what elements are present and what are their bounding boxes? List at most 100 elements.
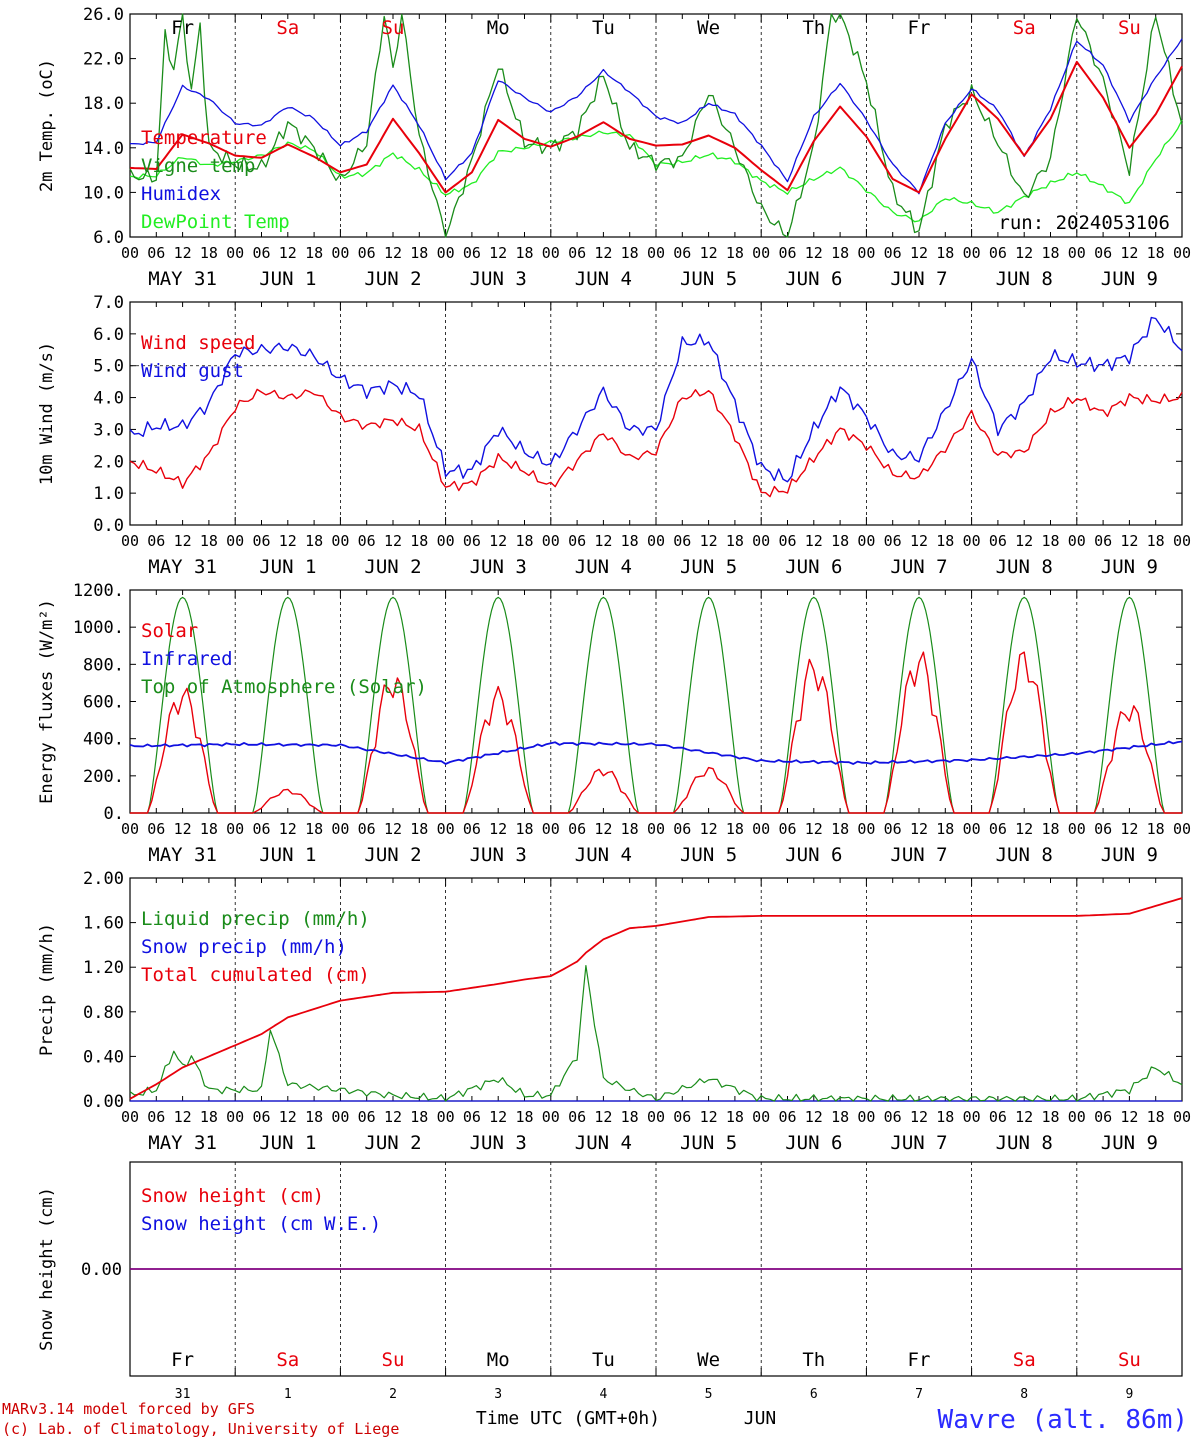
hour-label: 00 [226,244,244,262]
hour-label: 18 [515,244,533,262]
hour-label: 18 [305,532,323,550]
series-line [130,651,1182,814]
hour-label: 18 [831,532,849,550]
hour-label: 00 [542,820,560,838]
hour-label: 18 [621,820,639,838]
y-axis-label: Precip (mm/h) [37,923,57,1056]
day-name: Fr [908,17,931,39]
hour-label: 18 [936,532,954,550]
hour-label: 06 [147,244,165,262]
hour-label: 18 [515,1108,533,1126]
snow-panel: Snow height (cm) 0.00 Snow height (cm) Snow… [37,1161,1183,1429]
hour-label: 18 [1041,244,1059,262]
hour-label: 06 [673,1108,691,1126]
hour-label: 06 [252,244,270,262]
legend-entry: Wind gust [141,360,244,382]
date-label: JUN 1 [259,556,316,578]
y-tick-label: 1.0 [93,484,124,504]
hour-label: 12 [910,244,928,262]
series-line [129,388,1183,498]
hour-label: 12 [1015,820,1033,838]
hour-label: 00 [752,532,770,550]
date-label: JUN 8 [996,556,1053,578]
hour-label: 18 [1147,1108,1165,1126]
hour-label: 12 [1120,1108,1138,1126]
date-label: JUN 3 [470,556,527,578]
y-tick-label: 1000. [73,618,124,638]
hour-label: 18 [410,1108,428,1126]
hour-label: 06 [568,1108,586,1126]
y-axis-label: Snow height (cm) [37,1187,57,1351]
hour-label: 12 [279,532,297,550]
date-label: JUN 2 [364,556,421,578]
day-name: Sa [1013,17,1036,39]
hour-label: 18 [200,244,218,262]
series-line [129,965,1183,1102]
hour-label: 18 [515,820,533,838]
legend-entry: Wind speed [141,332,255,354]
hour-label: 18 [831,244,849,262]
hour-label: 12 [489,820,507,838]
date-label: JUN 9 [1101,1132,1158,1154]
legend-entry: Humidex [141,183,221,205]
hour-label: 12 [594,1108,612,1126]
legend-entry: DewPoint Temp [141,211,290,233]
hour-label: 06 [673,820,691,838]
date-label: JUN 2 [364,268,421,290]
credit-line-2: (c) Lab. of Climatology, University of L… [2,1420,399,1438]
date-label: JUN 5 [680,1132,737,1154]
date-label: JUN 2 [364,1132,421,1154]
hour-label: 00 [647,1108,665,1126]
credit-line-1: MARv3.14 model forced by GFS [2,1400,255,1418]
y-tick-label: 400. [83,730,124,750]
hour-label: 06 [568,244,586,262]
date-label: JUN 6 [785,1132,842,1154]
hour-label: 18 [726,244,744,262]
date-label: JUN 4 [575,268,632,290]
hour-label: 12 [700,532,718,550]
hour-label: 00 [331,1108,349,1126]
hour-label: 06 [884,820,902,838]
y-tick-label: 2.00 [83,869,124,889]
hour-label: 06 [358,532,376,550]
hour-label: 00 [1068,532,1086,550]
date-label: JUN 7 [890,1132,947,1154]
hour-label: 00 [752,244,770,262]
hour-label: 06 [463,244,481,262]
y-tick-label: 0. [104,804,124,824]
hour-label: 00 [1173,1108,1191,1126]
date-label: JUN 3 [470,1132,527,1154]
hour-label: 18 [305,820,323,838]
day-number: 8 [1020,1387,1028,1402]
hour-label: 00 [1173,532,1191,550]
y-tick-label: 0.0 [93,516,124,536]
panel-frame [129,301,1183,526]
hour-label: 12 [700,820,718,838]
day-number: 2 [389,1387,397,1402]
hour-label: 00 [437,532,455,550]
hour-label: 06 [463,1108,481,1126]
hour-label: 06 [358,820,376,838]
hour-label: 12 [700,1108,718,1126]
legend-entry: Snow height (cm) [141,1185,324,1207]
hour-label: 12 [489,244,507,262]
legend-entry: Total cumulated (cm) [141,964,370,986]
hour-label: 06 [989,244,1007,262]
series-line [129,897,1183,1100]
y-tick-label: 18.0 [83,94,124,114]
date-label: JUN 6 [785,556,842,578]
day-name: Fr [908,1349,931,1371]
hour-label: 00 [1068,820,1086,838]
legend-entry: Solar [141,620,198,642]
hour-label: 06 [568,820,586,838]
y-tick-label: 4.0 [93,389,124,409]
date-label: JUN 1 [259,268,316,290]
hour-label: 18 [410,820,428,838]
date-label: MAY 31 [148,844,217,866]
hour-label: 00 [963,820,981,838]
hour-label: 18 [410,244,428,262]
legend-entry: Snow precip (mm/h) [141,936,347,958]
day-number: 31 [175,1387,191,1402]
hour-label: 18 [831,1108,849,1126]
date-label: JUN 7 [890,844,947,866]
